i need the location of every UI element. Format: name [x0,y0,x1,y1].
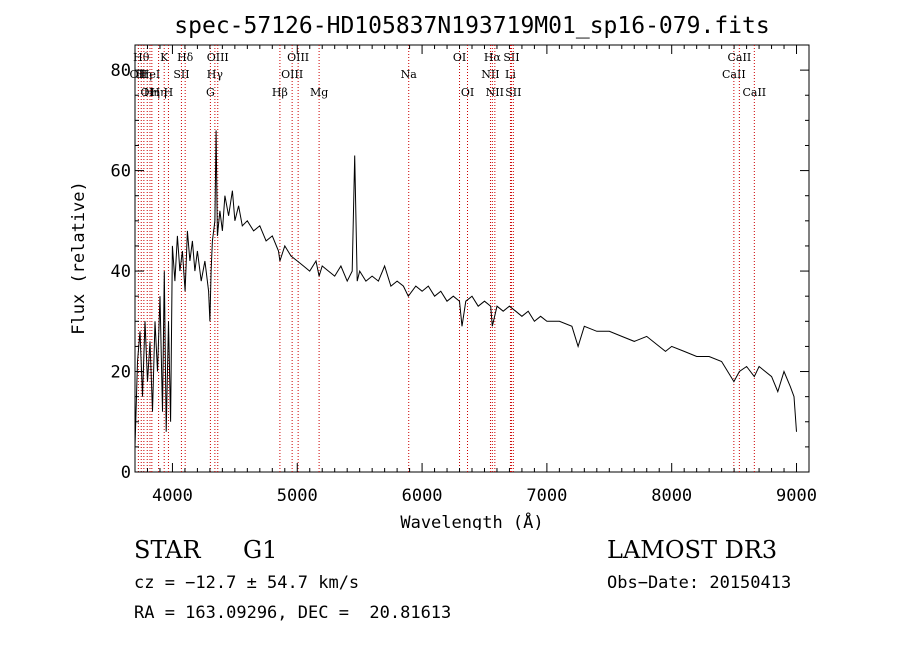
line-label-17: Mg [310,86,328,99]
x-tick-label-3: 7000 [526,486,567,506]
line-label-1: Hθ [133,51,150,64]
spectral-subclass: G1 [243,536,278,564]
spectrum-line [134,130,797,447]
x-tick-label-0: 4000 [152,486,193,506]
object-type: STAR [134,536,201,564]
y-tick-label-4: 80 [111,61,131,81]
line-label-16: OIII [287,51,309,64]
chart-title: spec-57126-HD105837N193719M01_sp16-079.f… [174,13,769,39]
x-axis-label: Wavelength (Å) [400,511,543,530]
y-tick-label-0: 0 [121,463,131,483]
line-label-29: CaII [742,86,766,99]
line-label-27: CaII [722,68,746,81]
line-label-14: Hβ [272,86,288,99]
line-label-20: OI [461,86,474,99]
line-label-6: Hη [150,86,166,99]
observation-date: Obs−Date: 20150413 [607,573,792,593]
line-label-8: H [164,86,174,99]
sky-coordinates: RA = 163.09296, DEC = 20.81613 [134,603,452,623]
x-tick-label-4: 8000 [651,486,692,506]
y-tick-label-1: 20 [111,363,131,383]
line-label-9: SII [173,68,189,81]
line-label-12: Hγ [207,68,224,81]
line-label-19: OI [453,51,466,64]
line-label-2: Hη [136,68,152,81]
line-label-11: G [206,86,215,99]
line-label-0: OII [130,68,148,81]
line-label-28: CaII [728,51,752,64]
y-axis-label: Flux (relative) [69,181,89,335]
line-label-23: NII [486,86,504,99]
y-tick-label-2: 40 [111,262,131,282]
spectrum-chart: spec-57126-HD105837N193719M01_sp16-079.f… [69,13,817,530]
line-label-13: OIII [207,51,229,64]
line-label-3: OI [141,86,154,99]
redshift-velocity: cz = −12.7 ± 54.7 km/s [134,573,360,593]
line-label-24: Li [505,68,516,81]
x-tick-label-5: 9000 [776,486,817,506]
line-label-25: SII [503,51,519,64]
line-label-26: SII [505,86,521,99]
x-tick-label-1: 5000 [277,486,318,506]
y-tick-label-3: 60 [111,162,131,182]
plot-frame [134,44,810,473]
line-label-18: Na [401,68,418,81]
line-label-5: Hη [144,86,160,99]
line-label-15: OIII [281,68,303,81]
line-label-22: Hα [484,51,502,64]
line-label-21: NII [481,68,499,81]
line-label-10: Hδ [177,51,194,64]
line-label-4: HeI [140,68,160,81]
x-tick-label-2: 6000 [402,486,443,506]
line-label-7: K [160,51,169,64]
survey-name: LAMOST DR3 [607,536,778,564]
